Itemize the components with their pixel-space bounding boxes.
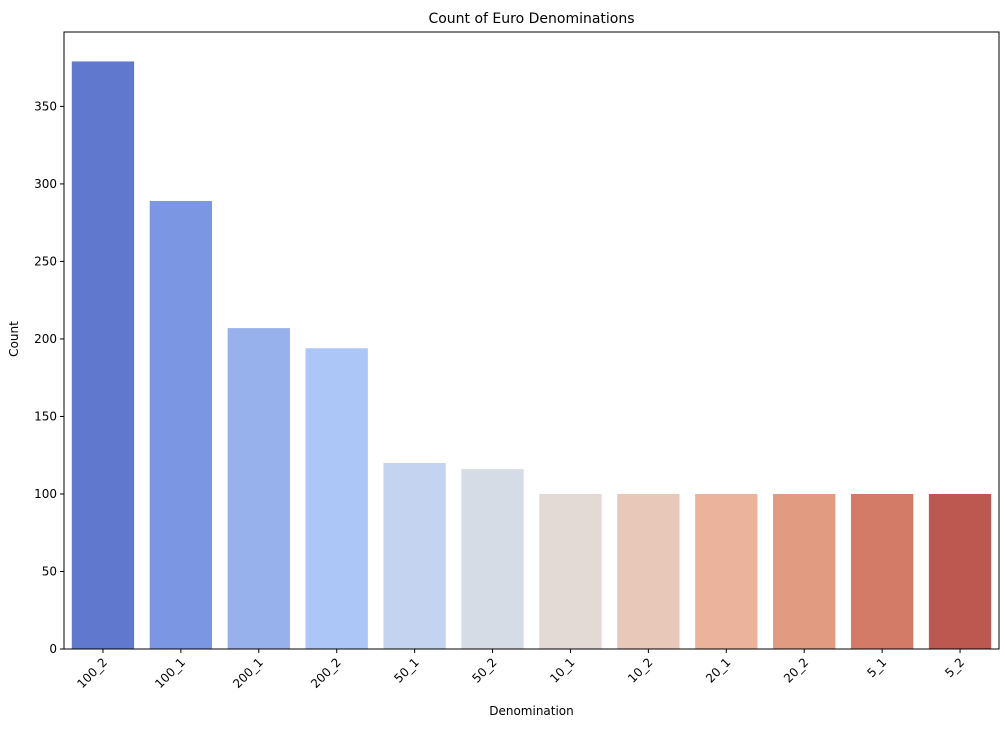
x-tick-label: 100_2 [74,655,110,691]
plot-frame [63,31,1000,650]
x-axis-label: Denomination [489,704,574,718]
bar-5_1 [850,493,914,649]
x-tick-label: 20_2 [781,655,811,685]
bar-200_1 [227,328,290,649]
bar-200_2 [305,348,368,649]
x-tick-label: 5_2 [942,655,967,680]
x-tick-label: 200_1 [230,655,266,691]
x-tick-label: 5_1 [864,655,889,680]
bar-5_2 [928,493,992,649]
bar-50_2 [461,469,524,649]
x-axis: 100_2 100_1 200_1 200_2 50_1 50_2 10_1 10_2 20_1… [74,649,967,691]
bar-10_2 [617,493,680,649]
y-tick-label: 200 [34,332,57,346]
bar-20_2 [773,493,836,649]
y-tick-label: 350 [34,99,57,113]
y-tick-label: 100 [34,487,57,501]
x-tick-label: 10_2 [625,655,655,685]
y-axis-label: Count [7,321,21,357]
y-tick-label: 0 [49,642,57,656]
x-tick-label: 20_1 [703,655,733,685]
x-tick-label: 10_1 [547,655,577,685]
y-tick-label: 300 [34,177,57,191]
bar-20_1 [695,493,758,649]
bar-100_1 [149,200,213,650]
x-tick-label: 50_1 [391,655,421,685]
y-tick-label: 250 [34,254,57,268]
x-tick-label: 100_1 [152,655,188,691]
y-axis: 0 50 100 150 200 250 300 350 [34,99,64,656]
bars-layer [71,61,992,650]
bar-10_1 [539,493,602,649]
y-tick-label: 150 [34,409,57,423]
bar-100_2 [71,61,135,649]
x-tick-label: 200_2 [308,655,344,691]
x-tick-label: 50_2 [469,655,499,685]
y-tick-label: 50 [42,564,57,578]
chart-title: Count of Euro Denominations [428,11,634,27]
bar-50_1 [383,462,446,649]
